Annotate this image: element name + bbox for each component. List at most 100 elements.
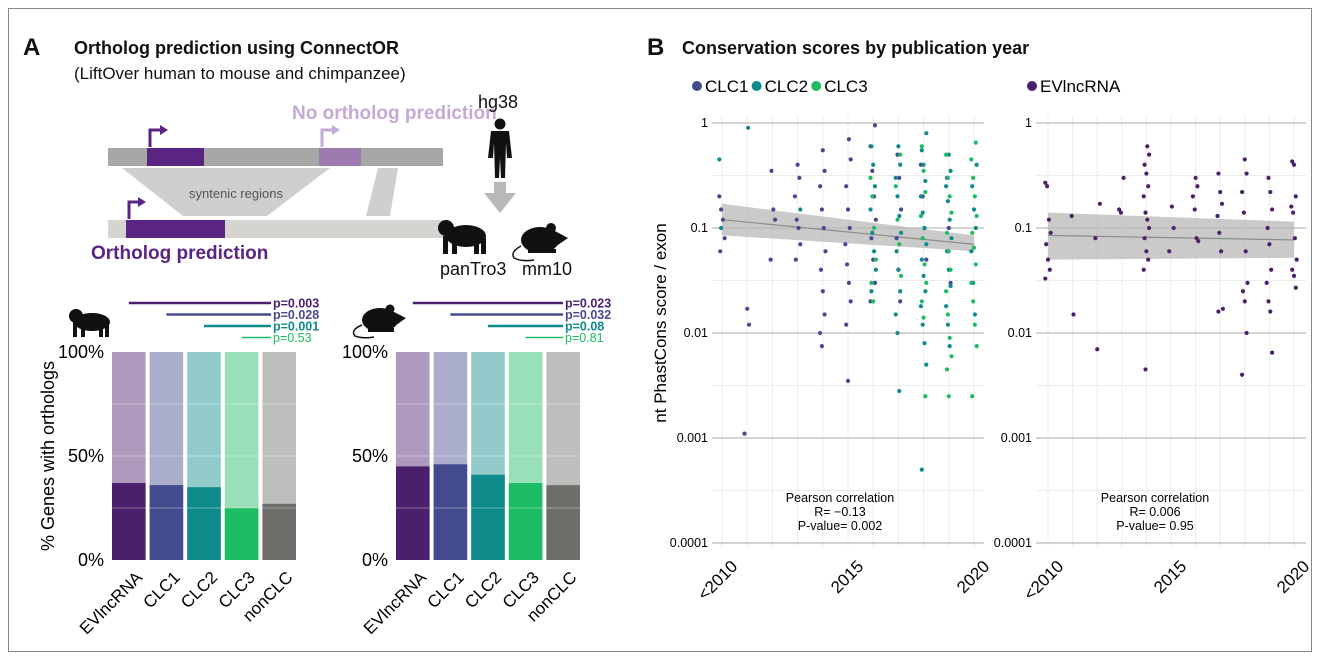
data-point (944, 230, 950, 235)
data-point (1118, 210, 1123, 215)
data-point (1270, 207, 1275, 212)
data-point (1144, 171, 1149, 176)
data-point (947, 344, 952, 349)
data-point (895, 194, 900, 199)
data-point (869, 144, 874, 149)
data-point (1193, 175, 1198, 181)
data-point (922, 262, 927, 267)
data-point (945, 312, 951, 317)
data-point (720, 217, 726, 222)
pvalue-label: p=0.53 (273, 331, 312, 345)
data-point (1044, 242, 1049, 247)
y-tick-label: 0% (78, 550, 104, 570)
data-point (872, 225, 877, 231)
data-point (771, 207, 776, 212)
legend-label: CLC2 (765, 77, 808, 96)
data-point (921, 315, 926, 320)
pvalue-label: p=0.028 (273, 308, 319, 322)
legend-label: EVlncRNA (1040, 77, 1121, 96)
data-point (918, 304, 924, 309)
human-nonortholog-exon (319, 148, 361, 166)
data-point (944, 289, 949, 294)
data-point (1142, 236, 1147, 241)
data-point (949, 354, 954, 359)
data-point (1266, 175, 1271, 181)
data-point (872, 280, 878, 286)
data-point (920, 210, 925, 215)
data-point (1245, 280, 1250, 286)
data-point (719, 207, 724, 212)
bar (396, 466, 430, 560)
data-point (944, 152, 949, 157)
data-point (924, 362, 929, 367)
data-point (1291, 273, 1297, 278)
data-point (798, 207, 803, 212)
data-point (1268, 189, 1273, 195)
data-point (1292, 236, 1297, 241)
data-point (920, 236, 925, 241)
data-point (948, 168, 953, 173)
pvalue-label: p=0.81 (565, 331, 604, 345)
data-point (923, 189, 928, 195)
panel-a-title: Ortholog prediction using ConnectOR (74, 38, 399, 58)
data-point (1143, 367, 1148, 372)
scatter-plot-clc: 1 0.1 0.01 0.001 0.0001 nt PhastCons score / … (651, 77, 993, 604)
data-point (971, 175, 976, 181)
data-point (773, 217, 778, 222)
data-point (1095, 347, 1100, 352)
data-point (742, 431, 747, 436)
data-point (1219, 249, 1224, 254)
data-point (1293, 285, 1298, 290)
data-point (845, 262, 850, 267)
tss-arrow-head (160, 125, 168, 135)
data-point (1266, 299, 1271, 304)
legend-marker (751, 81, 762, 91)
y-axis-label: nt PhastCons score / exon (651, 223, 670, 422)
data-point (1045, 184, 1050, 189)
data-point (745, 306, 750, 311)
tss-arrow-target-head (138, 197, 146, 207)
stats-title: Pearson correlation (1101, 491, 1209, 505)
data-point (944, 184, 949, 189)
y-tick-label: 0.1 (1015, 221, 1032, 235)
data-point (869, 289, 874, 294)
data-point (1144, 249, 1149, 254)
data-point (872, 123, 878, 128)
legend-marker (1027, 81, 1037, 91)
data-point (896, 267, 901, 272)
data-point (870, 194, 875, 199)
pvalue-label: p=0.003 (273, 297, 319, 311)
data-point (818, 330, 823, 336)
data-point (1217, 230, 1222, 235)
data-point (893, 184, 898, 189)
trend-line (1047, 234, 1295, 241)
ortholog-diagram (108, 118, 568, 262)
data-point (1046, 217, 1051, 222)
data-point (869, 236, 874, 241)
bar (149, 485, 184, 560)
data-point (1242, 157, 1247, 162)
syntenic-region-shape-right (366, 168, 398, 216)
data-point (846, 280, 852, 286)
data-point (792, 194, 798, 199)
data-point (843, 242, 848, 247)
data-point (946, 249, 951, 254)
data-point (717, 194, 722, 199)
y-tick-label: 0.1 (691, 221, 708, 235)
data-point (1141, 194, 1146, 199)
data-point (919, 148, 924, 153)
stats-r: R= −0.13 (814, 505, 865, 519)
y-tick-label: 100% (58, 342, 104, 362)
data-point (1045, 257, 1051, 262)
data-point (818, 267, 824, 272)
tss-arrow-light-icon (320, 128, 335, 147)
bar (471, 474, 505, 560)
data-point (949, 236, 954, 241)
bar (112, 483, 146, 560)
data-point (820, 148, 825, 153)
data-point (899, 273, 904, 278)
mouse-icon (512, 223, 568, 262)
y-tick-label: 0.01 (1008, 326, 1032, 340)
data-point (873, 257, 879, 262)
data-point (768, 257, 773, 262)
